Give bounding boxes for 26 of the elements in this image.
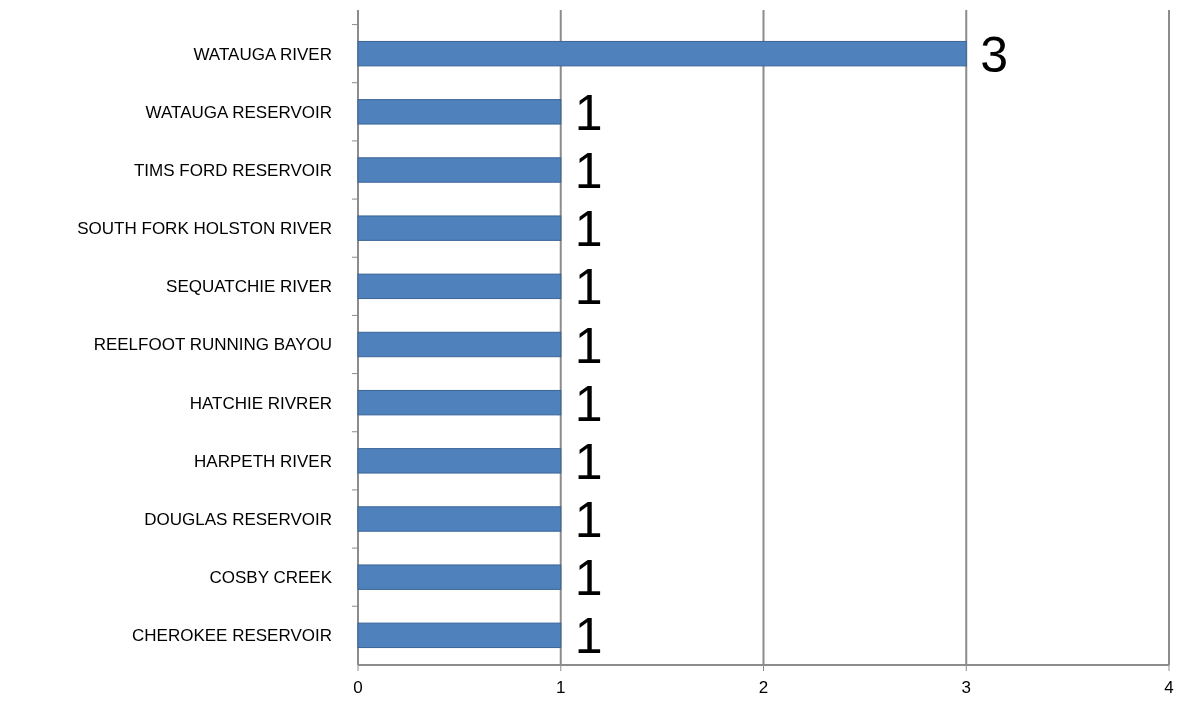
y-tick-label: COSBY CREEK [209,568,333,588]
y-tick-label: DOUGLAS RESERVOIR [144,509,332,529]
data-label: 1 [574,550,603,607]
y-tick-label: SEQUATCHIE RIVER [166,277,332,297]
x-tick-label: 0 [353,678,363,697]
data-label: 1 [574,492,603,548]
x-tick-label: 1 [556,678,566,697]
y-tick-label: TIMS FORD RESERVOIR [133,160,332,180]
data-label: 1 [574,84,603,141]
y-tick-label: SOUTH FORK HOLSTON RIVER [77,219,332,239]
y-tick-label: CHEROKEE RESERVOIR [132,626,332,646]
y-tick-label: REELFOOT RUNNING BAYOU [93,335,332,355]
y-tick-label: WATAUGA RIVER [193,44,332,64]
y-tick-label: WATAUGA RESERVOIR [145,102,332,122]
data-label: 1 [574,375,603,432]
data-label: 1 [574,201,603,258]
y-tick-label: HATCHIE RIVRER [189,393,332,413]
y-tick-label: HARPETH RIVER [194,451,332,471]
data-label: 1 [574,259,603,316]
data-label: 3 [980,26,1009,83]
x-tick-label: 2 [758,678,769,697]
x-tick-label: 3 [961,678,971,697]
data-label: 1 [574,143,603,199]
data-label: 1 [574,433,603,490]
x-tick-label: 4 [1164,678,1174,697]
data-label: 1 [574,317,603,374]
